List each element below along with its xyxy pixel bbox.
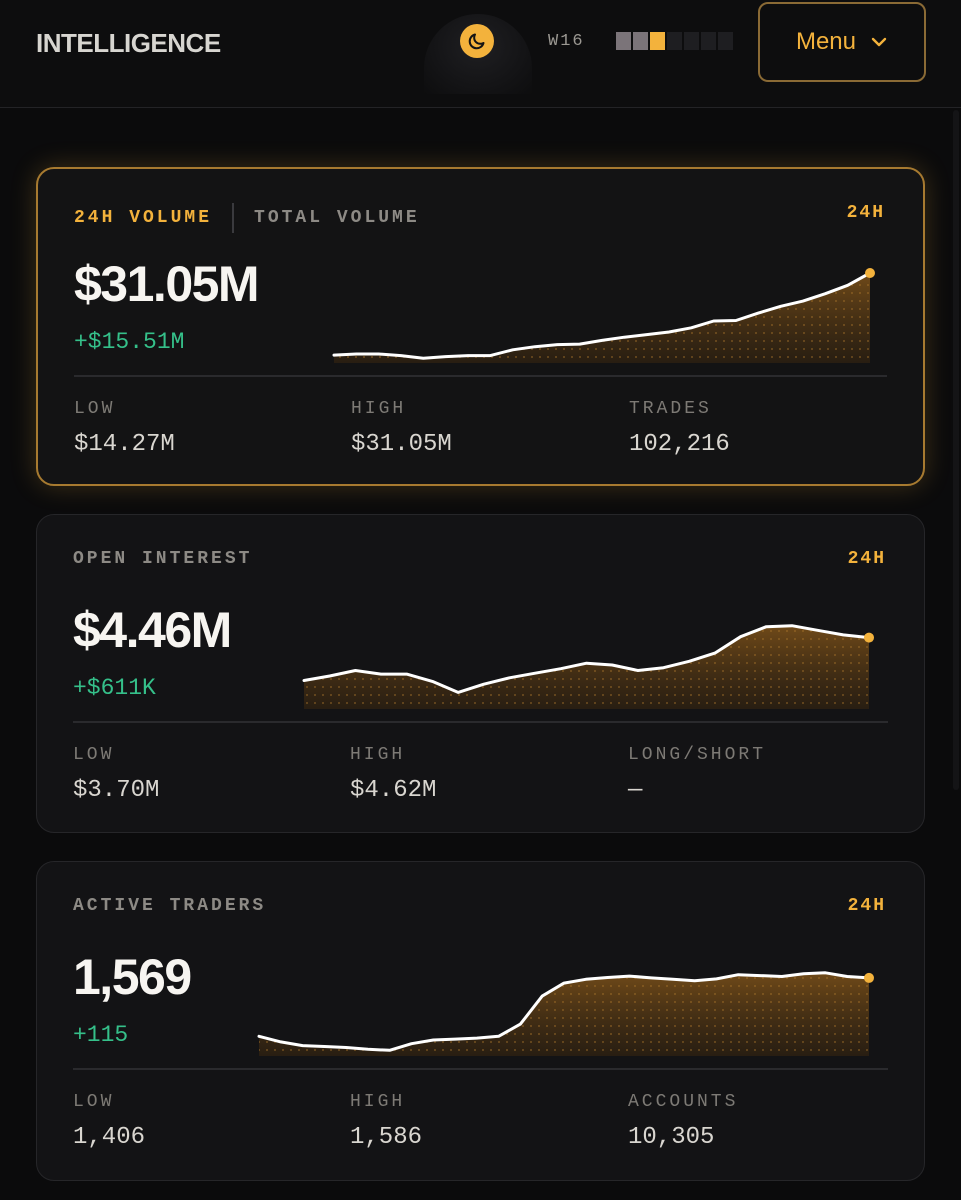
stat-high-label: HIGH <box>350 745 406 765</box>
stat-high-value: $4.62M <box>350 777 437 804</box>
stat-low-label: LOW <box>74 399 116 419</box>
open-interest-title: OPEN INTEREST <box>73 549 253 569</box>
chart-endpoint <box>864 972 874 983</box>
chart-area-texture <box>304 625 869 709</box>
stat-accounts-label: ACCOUNTS <box>628 1092 739 1112</box>
period-selector[interactable]: 24H <box>847 549 886 569</box>
stat-low-value: 1,406 <box>73 1124 146 1151</box>
period-selector[interactable]: 24H <box>846 203 885 223</box>
scrollbar[interactable] <box>953 110 959 790</box>
volume-value: $31.05M <box>74 256 260 312</box>
stat-low-label: LOW <box>73 1092 115 1112</box>
stat-trades-value: 102,216 <box>629 431 730 458</box>
active-traders-title: ACTIVE TRADERS <box>73 896 267 916</box>
active-traders-delta: +115 <box>73 1022 129 1048</box>
volume-card: 24H VOLUME TOTAL VOLUME 24H $31.05M +$15… <box>36 167 925 486</box>
chevron-down-icon <box>871 37 887 47</box>
tab-separator <box>232 203 235 233</box>
volume-chart <box>332 268 875 363</box>
stat-high-label: HIGH <box>351 399 407 419</box>
card-divider <box>73 721 888 723</box>
active-traders-chart <box>257 971 874 1056</box>
week-segment <box>667 32 682 50</box>
stat-low-value: $3.70M <box>73 777 160 804</box>
active-traders-card: ACTIVE TRADERS 24H 1,569 +115 LOW 1,406 … <box>36 861 925 1181</box>
stat-low-value: $14.27M <box>74 431 175 458</box>
open-interest-value: $4.46M <box>73 602 232 658</box>
open-interest-card: OPEN INTEREST 24H $4.46M +$611K LOW $3.7… <box>36 514 925 833</box>
stat-high-label: HIGH <box>350 1092 406 1112</box>
chart-line <box>332 271 872 360</box>
chart-endpoint <box>865 268 875 278</box>
theme-toggle-button[interactable] <box>460 24 494 58</box>
period-selector[interactable]: 24H <box>847 896 886 916</box>
moon-icon <box>468 33 485 50</box>
week-segment <box>684 32 699 50</box>
stat-accounts-value: 10,305 <box>628 1124 715 1151</box>
chart-endpoint <box>864 632 874 643</box>
stat-high-value: $31.05M <box>351 431 452 458</box>
stat-long-short-value: — <box>628 777 643 804</box>
menu-button[interactable]: Menu <box>758 2 926 82</box>
chart-line <box>257 971 871 1052</box>
app-logo[interactable]: INTELLIGENCE <box>36 28 221 58</box>
stat-high-value: 1,586 <box>350 1124 423 1151</box>
active-traders-value: 1,569 <box>73 949 192 1005</box>
tab-total-volume[interactable]: TOTAL VOLUME <box>254 208 420 228</box>
open-interest-delta: +$611K <box>73 675 156 701</box>
chart-area-texture <box>259 972 869 1056</box>
week-segment <box>701 32 716 50</box>
volume-delta: +$15.51M <box>74 329 185 355</box>
week-segment <box>616 32 631 50</box>
stat-long-short-label: LONG/SHORT <box>628 745 767 765</box>
chart-area-texture <box>334 273 870 363</box>
week-segment <box>633 32 648 50</box>
open-interest-chart <box>302 624 874 709</box>
week-label: W16 <box>548 32 585 51</box>
volume-tabs: 24H VOLUME TOTAL VOLUME <box>74 203 420 233</box>
week-segment <box>718 32 733 50</box>
menu-label: Menu <box>795 28 857 55</box>
card-divider <box>74 375 887 377</box>
stat-low-label: LOW <box>73 745 115 765</box>
scrollbar-thumb[interactable] <box>953 110 959 790</box>
tab-24h-volume[interactable]: 24H VOLUME <box>74 208 213 228</box>
week-segment <box>650 32 665 50</box>
card-divider <box>73 1068 888 1070</box>
chart-line <box>302 624 871 694</box>
week-progress <box>616 32 733 50</box>
top-bar: INTELLIGENCE W16 Menu <box>0 0 961 108</box>
stat-trades-label: TRADES <box>629 399 712 419</box>
